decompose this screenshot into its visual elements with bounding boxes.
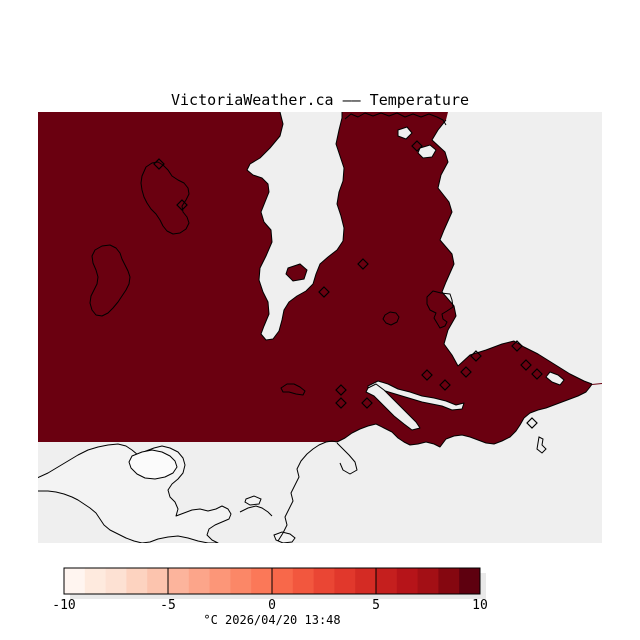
lake-outline-2 [89, 244, 131, 317]
colorbar-segment [251, 568, 273, 594]
gulf-channel [367, 380, 465, 411]
lake-outline-1 [140, 161, 190, 235]
colorbar-unit-timestamp: °C 2026/04/20 13:48 [203, 613, 340, 627]
colorbar-segment [417, 568, 439, 594]
north-islands-bay [417, 144, 437, 159]
colorbar-segment [147, 568, 169, 594]
bulge-inlet [545, 371, 565, 386]
strait-islet [285, 263, 308, 282]
lake-outline-5 [280, 383, 306, 396]
colorbar-segment [230, 568, 252, 594]
colorbar-segment [209, 568, 231, 594]
colorbar-segment [376, 568, 398, 594]
east-coastline [431, 119, 593, 385]
colorbar-segment [313, 568, 335, 594]
colorbar-segment [126, 568, 148, 594]
colorbar-segment [64, 568, 86, 594]
northeast-sea [432, 112, 602, 384]
colorbar: -10 -5 0 5 10 °C 2026/04/20 13:48 [52, 567, 488, 627]
lowland-islet-1 [244, 495, 262, 506]
colorbar-tick-label: -5 [160, 598, 176, 613]
north-islands-coastline [344, 112, 447, 126]
corner-coastline [336, 442, 358, 475]
colorbar-segment [168, 568, 190, 594]
map-plot-area [38, 112, 602, 543]
rising-coastline [277, 440, 338, 542]
small-island-outline [536, 436, 547, 454]
colorbar-segment [84, 568, 107, 594]
gulf-mouth [365, 383, 421, 431]
colorbar-segment [272, 568, 294, 594]
lowland-coast-squiggle [239, 505, 273, 517]
colorbar-tick-label: -10 [52, 598, 75, 613]
diamond-markers [153, 140, 543, 429]
colorbar-tick-labels: -10 -5 0 5 10 [52, 598, 488, 613]
colorbar-border [63, 567, 481, 595]
south-coastline [336, 383, 593, 448]
lowland-inner-lake [128, 449, 178, 480]
colorbar-tick-label: 5 [372, 598, 380, 613]
colorbar-segment [438, 568, 460, 594]
strait-channel [247, 112, 344, 340]
colorbar-ticks [167, 568, 377, 594]
strait-coastline [246, 112, 345, 341]
colorbar-segment [334, 568, 356, 594]
colorbar-tick-label: 10 [472, 598, 488, 613]
colorbar-segment [105, 568, 127, 594]
colorbar-segment [459, 568, 481, 594]
colorbar-segment [292, 568, 315, 594]
colorbar-segment [355, 568, 377, 594]
colorbar-segment [188, 568, 211, 594]
lake-outline-4 [426, 290, 454, 329]
figure-title: VictoriaWeather.ca —— Temperature [171, 91, 469, 109]
colorbar-segment [396, 568, 419, 594]
colorbar-tick-label: 0 [268, 598, 276, 613]
colorbar-segments [64, 568, 481, 594]
lake-outline-3 [382, 311, 400, 326]
north-islands-notch [397, 126, 413, 140]
